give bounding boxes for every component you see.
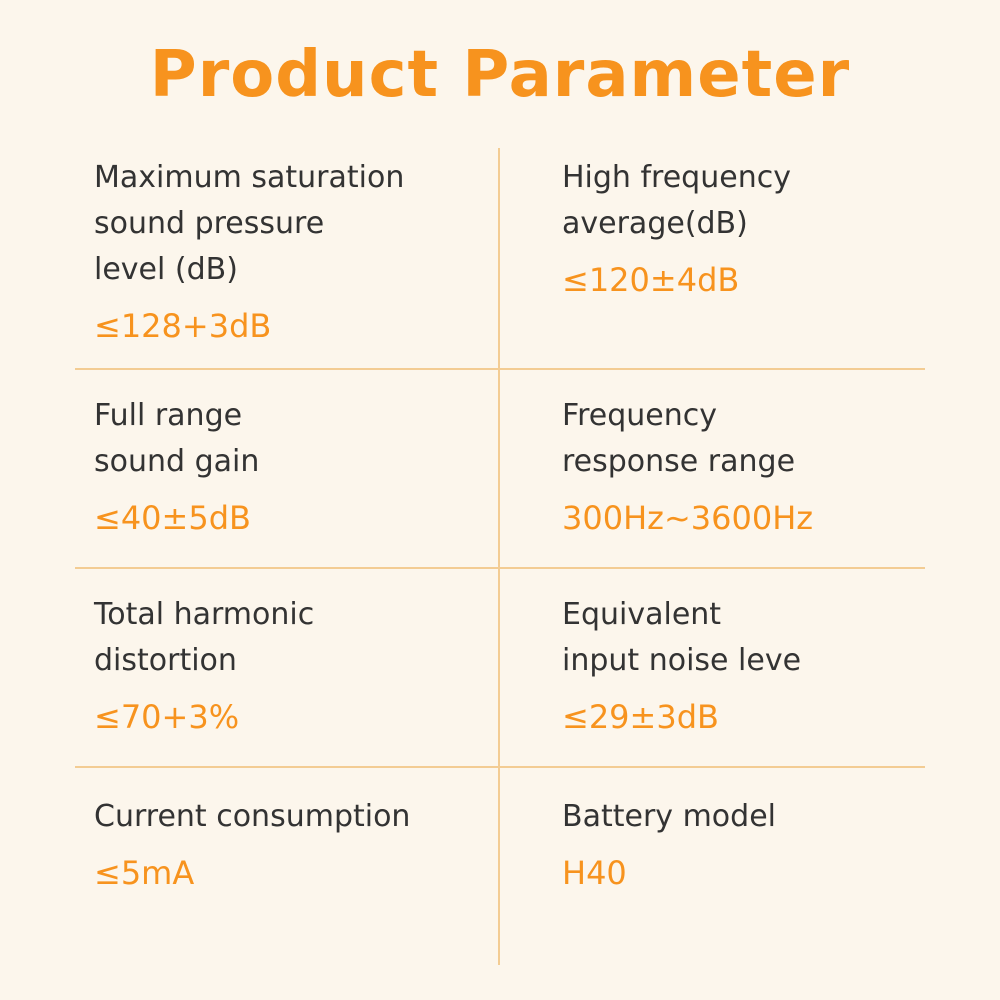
page-title: Product Parameter: [149, 38, 851, 112]
parameter-cell: Full range sound gain ≤40±5dB: [94, 393, 494, 541]
parameter-label: Maximum saturation: [94, 160, 405, 195]
parameter-cell: Maximum saturation sound pressure level (d…: [94, 155, 494, 349]
parameter-cell: Frequency response range 300Hz~3600Hz: [562, 393, 962, 541]
parameter-label: input noise leve: [562, 643, 802, 678]
parameter-label: average(dB): [562, 206, 748, 241]
parameter-label: level (dB): [94, 252, 238, 287]
parameter-label: Total harmonic: [94, 597, 315, 632]
parameter-label: Current consumption: [94, 799, 411, 834]
parameter-cell: Battery model H40: [562, 794, 962, 896]
parameter-cell: Current consumption ≤5mA: [94, 794, 494, 896]
parameter-label: sound pressure: [94, 206, 325, 241]
parameter-label: Full range: [94, 398, 243, 433]
column-divider: [498, 148, 500, 965]
parameter-value: H40: [562, 854, 627, 892]
parameter-label: sound gain: [94, 444, 260, 479]
parameter-cell: Equivalent input noise leve ≤29±3dB: [562, 592, 962, 740]
row-divider: [75, 766, 925, 768]
parameter-value: ≤29±3dB: [562, 698, 719, 736]
parameter-value: 300Hz~3600Hz: [562, 499, 814, 537]
parameter-label: Frequency: [562, 398, 717, 433]
parameter-value: ≤70+3%: [94, 698, 240, 736]
parameter-value: ≤5mA: [94, 854, 195, 892]
parameter-label: distortion: [94, 643, 237, 678]
row-divider: [75, 368, 925, 370]
parameter-label: High frequency: [562, 160, 791, 195]
parameter-label: Equivalent: [562, 597, 722, 632]
row-divider: [75, 567, 925, 569]
parameter-label: Battery model: [562, 799, 776, 834]
parameter-cell: Total harmonic distortion ≤70+3%: [94, 592, 494, 740]
parameter-cell: High frequency average(dB) ≤120±4dB: [562, 155, 962, 303]
parameter-value: ≤120±4dB: [562, 261, 740, 299]
parameter-value: ≤40±5dB: [94, 499, 251, 537]
parameter-label: response range: [562, 444, 796, 479]
parameter-value: ≤128+3dB: [94, 307, 272, 345]
